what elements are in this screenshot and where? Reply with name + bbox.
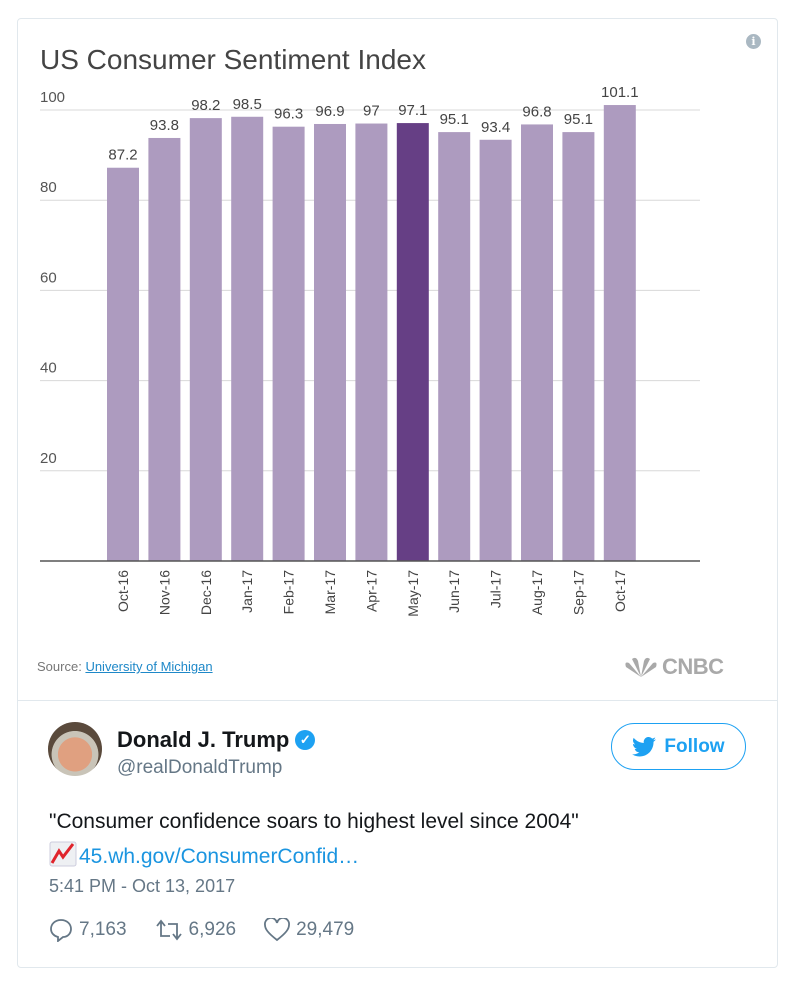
bar-value-label: 98.2 [191,97,220,114]
y-tick-label: 20 [40,450,57,467]
chart-source: Source: University of Michigan [37,659,213,674]
bar [396,123,429,561]
reply-icon [50,919,72,942]
logo-text: CNBC [662,654,724,679]
reply-count: 7,163 [79,919,127,940]
x-tick-label: Dec-16 [198,570,214,615]
verified-badge-icon: ✓ [295,730,316,750]
x-tick-label: Nov-16 [156,570,172,615]
like-count: 29,479 [296,919,355,940]
x-tick-label: Oct-17 [612,570,628,612]
bar [521,124,553,561]
bar [603,105,636,561]
bar [562,132,595,561]
bar-value-label: 96.9 [315,103,344,120]
y-tick-label: 60 [40,269,57,286]
peacock-icon [625,657,657,677]
y-tick-label: 40 [40,360,57,377]
y-tick-label: 100 [40,89,65,106]
tweet-quote: "Consumer confidence soars to highest le… [49,810,579,833]
bar-chart: US Consumer Sentiment Index 20 40 60 80 100 8… [40,44,700,617]
bar-value-label: 97 [363,103,380,120]
bar [314,123,346,561]
bar [148,137,181,561]
retweet-count: 6,926 [188,919,237,940]
bar-value-label: 97.1 [398,102,427,119]
author-name[interactable]: Donald J. Trump [117,727,290,752]
x-tick-label: May-17 [405,570,421,617]
x-tick-label: Feb-17 [281,570,297,615]
tweet-timestamp[interactable]: 5:41 PM - Oct 13, 2017 [49,876,236,896]
bar [272,126,305,561]
bar-value-label: 93.4 [481,119,510,136]
bar [231,116,264,561]
bar [107,167,139,561]
x-tick-label: Sep-17 [570,570,586,615]
author-name-row[interactable]: Donald J. Trump ✓ [117,727,316,753]
divider [18,700,777,701]
source-label: Source: [37,659,82,674]
bar-value-label: 95.1 [564,111,593,128]
heart-icon [264,918,291,942]
x-tick-label: Jun-17 [446,570,462,613]
cnbc-logo: CNBC [624,654,724,680]
follow-label: Follow [664,735,725,757]
chart-title: US Consumer Sentiment Index [40,44,426,75]
avatar[interactable] [48,722,102,776]
bar-value-label: 95.1 [440,111,469,128]
bar [479,139,512,562]
x-tick-label: Mar-17 [322,570,338,615]
bar [189,118,222,562]
x-tick-label: Apr-17 [363,570,379,612]
author-handle[interactable]: @realDonaldTrump [117,757,283,778]
bar-value-label: 101.1 [601,84,639,101]
y-tick-label: 80 [40,179,57,196]
x-tick-label: Aug-17 [529,570,545,615]
source-link[interactable]: University of Michigan [85,659,213,674]
retweet-icon [155,919,182,941]
tweet-link[interactable]: 45.wh.gov/ConsumerConfid… [79,845,360,868]
reply-button[interactable]: 7,163 [49,918,127,942]
like-button[interactable]: 29,479 [264,918,354,942]
follow-button[interactable]: Follow [611,723,746,770]
bar-value-label: 96.8 [522,103,551,120]
tweet-actions: 7,163 6,926 29,479 [49,918,354,942]
twitter-bird-icon [632,736,657,756]
chart-increasing-icon [49,841,77,867]
bar-value-label: 87.2 [108,147,137,164]
x-tick-label: Jul-17 [488,570,504,608]
bar-value-label: 98.5 [233,96,262,113]
bar-value-label: 96.3 [274,106,303,123]
bar [438,132,471,561]
retweet-button[interactable]: 6,926 [155,918,237,942]
bar-value-label: 93.8 [150,117,179,134]
tweet-text: "Consumer confidence soars to highest le… [49,804,579,874]
x-tick-label: Jan-17 [239,570,255,613]
info-icon[interactable]: i [746,34,761,49]
bar [355,123,388,561]
x-tick-label: Oct-16 [115,570,131,612]
